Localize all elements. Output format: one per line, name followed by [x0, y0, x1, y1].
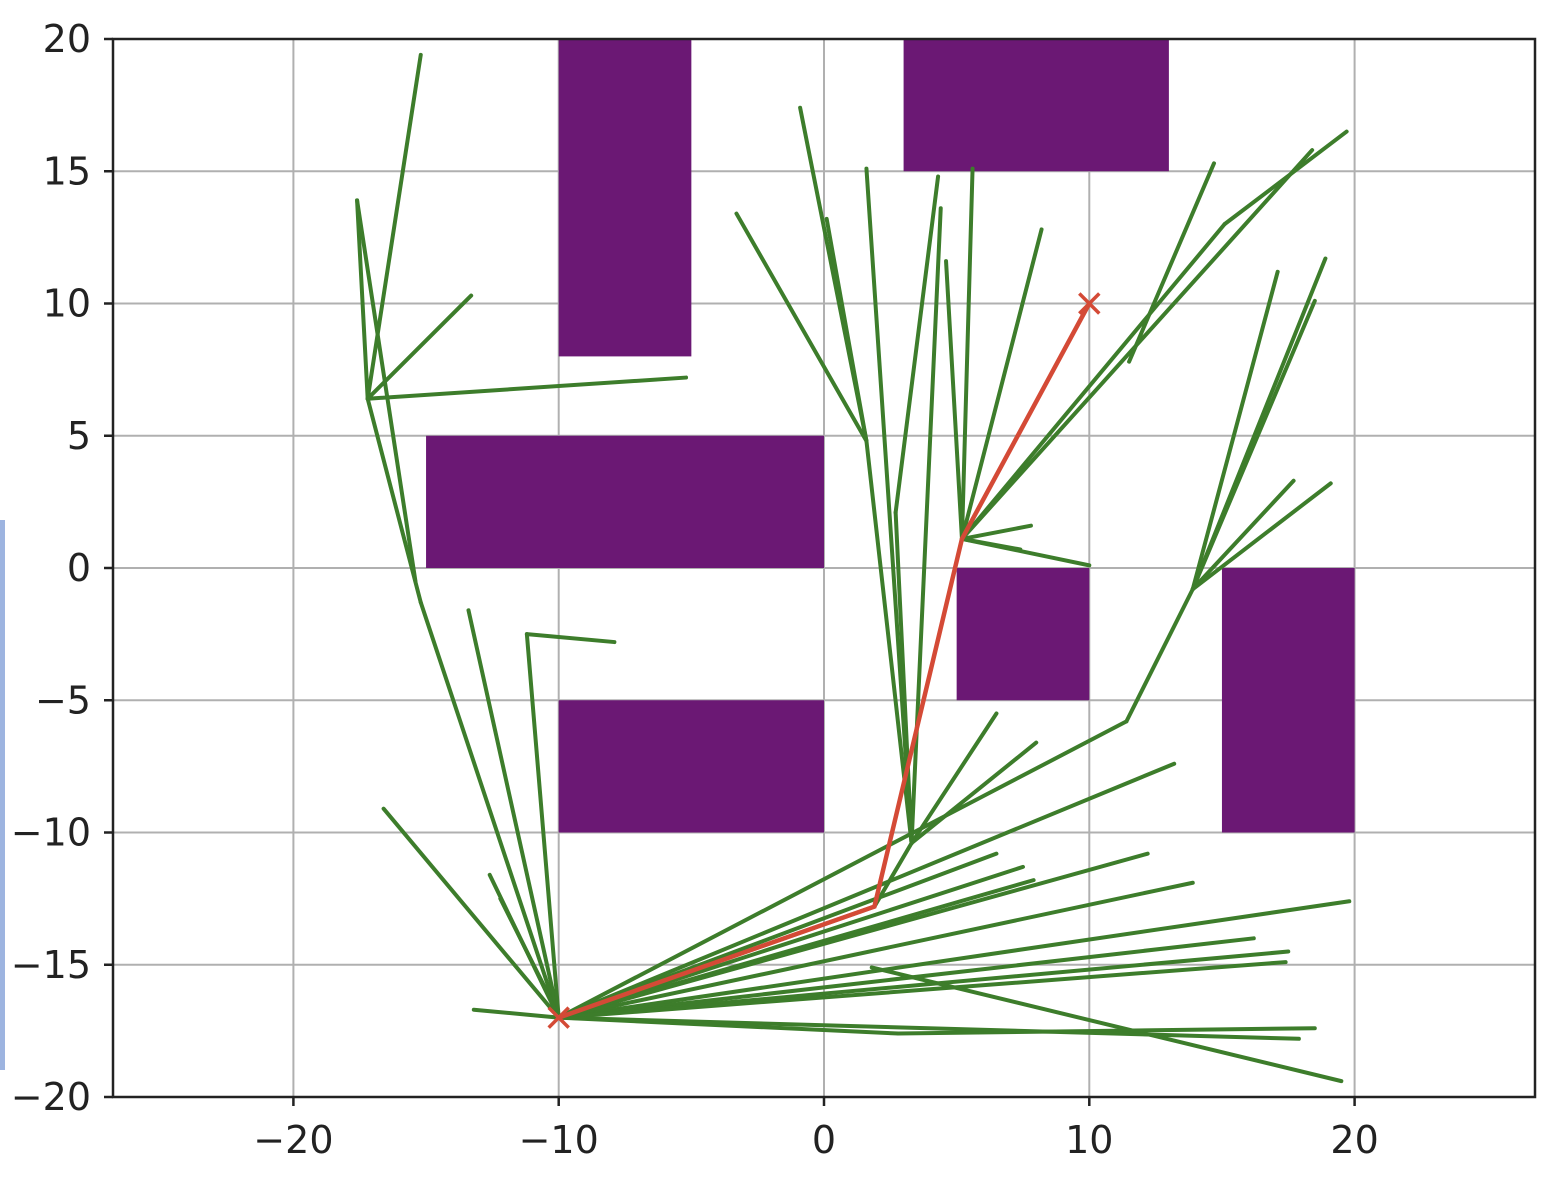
solution-path [556, 301, 1092, 1020]
tree-edge [959, 227, 1044, 541]
obstacle-3 [426, 435, 824, 568]
tree-edge [418, 600, 561, 1020]
obstacle-2 [903, 39, 1169, 172]
start-marker [547, 1006, 570, 1029]
tree-edge [556, 880, 1195, 1020]
markers [547, 292, 1101, 1029]
y-tick-label: 15 [43, 149, 91, 193]
tree-edge [959, 222, 1227, 541]
tree-edge [524, 632, 617, 645]
y-tick-label: −5 [35, 678, 91, 722]
y-tick-label: −15 [11, 943, 91, 987]
tree-edge [734, 211, 869, 444]
obstacle-1 [558, 39, 692, 357]
tree-edge [824, 216, 869, 444]
path-line [556, 301, 1092, 1020]
axis-ticks: −20 −10 0 10 20 20 15 10 5 0 −5 −10 −15 −20 [11, 17, 1379, 1162]
tree-edge [466, 608, 561, 1020]
tree-edge [1190, 269, 1280, 592]
tree-edge [1190, 298, 1317, 592]
tree-edge [365, 375, 689, 401]
tree-edge [556, 851, 1150, 1020]
y-tick-label: 0 [67, 546, 91, 590]
tree-edge [471, 1007, 561, 1020]
y-tick-label: 20 [43, 17, 91, 61]
obstacle-6 [1221, 568, 1355, 833]
tree-edge [959, 523, 1033, 541]
tree-edge [1190, 478, 1296, 592]
tree-edge [355, 198, 370, 401]
tree-edge [909, 711, 999, 846]
obstacle-4 [558, 700, 824, 833]
tree-edge [524, 632, 561, 1020]
tree-edge [896, 1026, 1317, 1036]
x-tick-label: −20 [253, 1118, 333, 1162]
tree-edge [1127, 161, 1216, 364]
tree-edge [1124, 587, 1195, 724]
tree-edge [556, 899, 1352, 1020]
tree-edge [498, 896, 553, 1002]
tree-edge [944, 259, 964, 541]
x-tick-label: 0 [812, 1118, 836, 1162]
x-tick-label: −10 [519, 1118, 599, 1162]
tree-edge [556, 719, 1129, 1020]
goal-marker-stroke-b [1078, 292, 1101, 315]
y-tick-label: −20 [11, 1075, 91, 1119]
tree-edge [355, 198, 418, 584]
y-tick-label: 10 [43, 282, 91, 326]
tree-edge [365, 52, 423, 401]
tree-edge [959, 166, 975, 541]
x-tick-label: 10 [1065, 1118, 1113, 1162]
x-tick-label: 20 [1330, 1118, 1378, 1162]
tree-edge [893, 174, 941, 515]
tree-edge [1190, 481, 1333, 592]
obstacle-5 [956, 568, 1090, 701]
y-tick-label: −10 [11, 811, 91, 855]
start-marker-stroke-b [547, 1006, 570, 1029]
y-tick-label: 5 [67, 414, 91, 458]
tree-edge [864, 166, 914, 846]
tree-edge [959, 536, 1023, 552]
tree-edge [556, 960, 1288, 1020]
tree-edge [556, 761, 1177, 1020]
tree-edge [556, 1015, 1301, 1041]
tree-edge [909, 740, 1039, 846]
tree-edge [869, 965, 1344, 1084]
tree-edge [381, 806, 561, 1020]
tree-edge [556, 936, 1256, 1020]
goal-marker [1078, 292, 1101, 315]
obstacles [426, 39, 1355, 833]
window-edge-strip [0, 520, 5, 1070]
